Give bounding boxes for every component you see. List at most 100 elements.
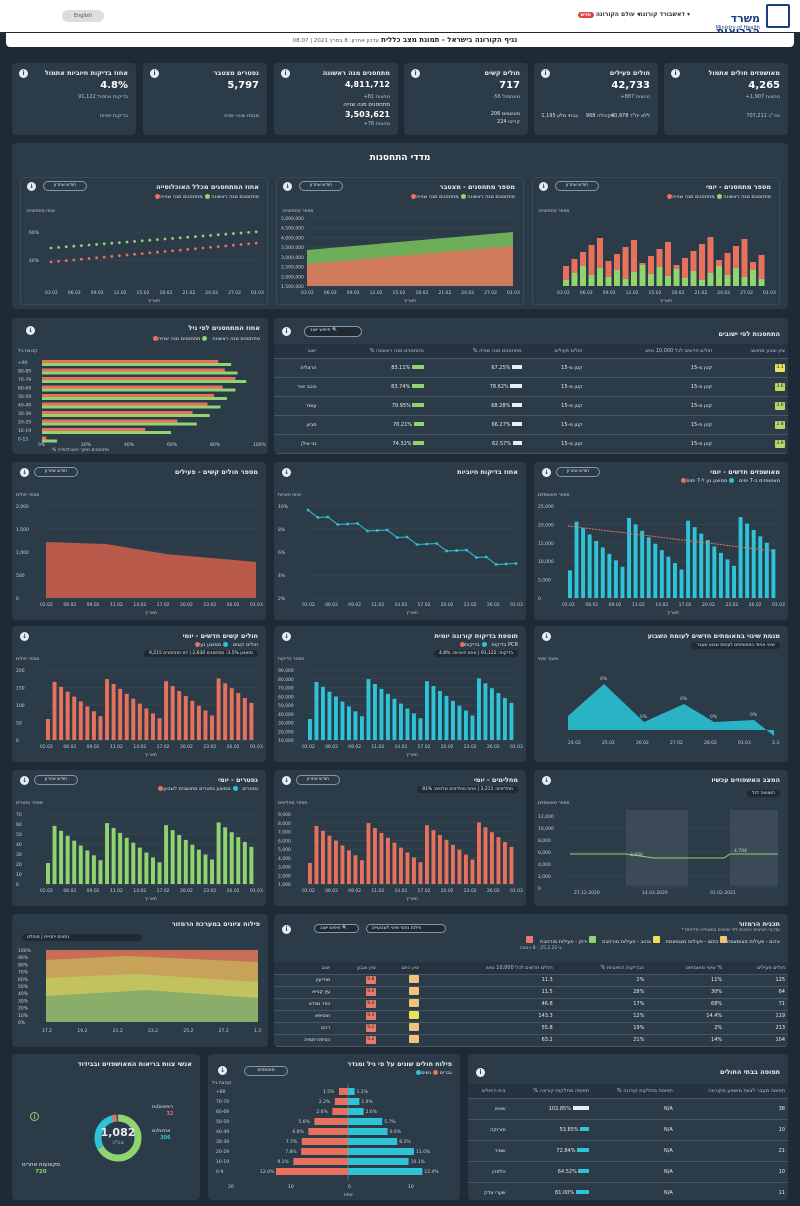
column-header[interactable]: % תפוסת מחלקות קורונה <box>592 1084 676 1099</box>
column-header[interactable]: % מתחסנים מנה ראשונה <box>319 344 427 359</box>
point-second <box>133 252 136 256</box>
column-header[interactable]: תפוסה מעבר לצוות מושפע מקורונה <box>675 1084 788 1099</box>
x-tick: 0 <box>348 1184 351 1190</box>
column-header[interactable]: % תפוסה מחלקות קורונה <box>508 1084 593 1099</box>
value-label: 3,000 <box>630 852 643 858</box>
point-second <box>148 251 152 255</box>
download-icon[interactable]: ↓ <box>282 468 291 477</box>
card-title: תפוסה בבתי החולים <box>719 1068 780 1076</box>
download-icon[interactable]: ↓ <box>20 632 29 641</box>
info-icon[interactable]: i <box>282 327 291 336</box>
download-icon[interactable]: ↓ <box>26 326 35 335</box>
info-icon[interactable]: i <box>19 69 28 78</box>
compare-pill[interactable]: השוואה לגל <box>747 790 780 797</box>
bar <box>46 719 50 740</box>
info-icon[interactable]: i <box>541 69 550 78</box>
bar <box>137 703 142 740</box>
table-row[interactable]: כסיפה-סמיה 9.2 63.2 21% 14% 104 <box>274 1034 788 1047</box>
info-icon[interactable]: i <box>30 1112 39 1121</box>
info-icon[interactable]: i <box>476 1068 485 1077</box>
range-toggle[interactable]: חודש אחרון <box>296 775 340 785</box>
download-icon[interactable]: ↓ <box>283 182 292 191</box>
download-icon[interactable]: ↓ <box>542 632 551 641</box>
table-row[interactable]: שערי צדק 81.00% N/A 11 <box>468 1182 788 1200</box>
bar <box>72 840 77 884</box>
traffic-search-input[interactable]: חיפוש ישוב 🔍 <box>314 924 359 933</box>
info-icon[interactable]: i <box>411 69 420 78</box>
column-header[interactable]: ישוב <box>274 344 320 359</box>
info-icon[interactable]: i <box>671 69 680 78</box>
language-button[interactable]: English <box>62 10 104 22</box>
x-tick: 21.02 <box>438 290 451 296</box>
table-row[interactable]: כפר מנדא 9.4 46.8 17% 68% 71 <box>274 998 788 1011</box>
table-row[interactable]: עומר 79.95% 68.28% קטן מ-15 קטן מ-15 3.6 <box>274 396 788 416</box>
x-tick: 28.02 <box>704 740 717 746</box>
bar <box>751 529 756 598</box>
table-row[interactable]: גני אילן 74.32% 62.57% קטן מ-15 קטן מ-15… <box>274 434 788 454</box>
occupancy-pct2: N/A <box>592 1161 676 1183</box>
column-header[interactable]: % הבדיקות החיוביות <box>555 962 648 975</box>
download-icon[interactable]: ↓ <box>542 468 551 477</box>
column-header[interactable]: ישוב <box>274 962 334 975</box>
column-header[interactable]: חולים פעילים <box>725 962 788 975</box>
relative-toggle[interactable]: נתונים יחסיים | מוחלט <box>22 934 142 941</box>
bar <box>216 822 221 884</box>
table-row[interactable]: כוכב יאיר 83.74% 78.62% קטן מ-15 קטן מ-1… <box>274 377 788 397</box>
table-row[interactable]: הלפרן 64.52% N/A 10 <box>468 1161 788 1183</box>
download-icon[interactable]: ↓ <box>542 776 551 785</box>
bar <box>52 681 57 740</box>
info-icon[interactable]: i <box>150 69 159 78</box>
column-header[interactable]: ציון וצבע מחושב <box>715 344 788 359</box>
download-icon[interactable]: ↓ <box>282 776 291 785</box>
table-row[interactable]: רהט 9.2 55.8 19% 2% 213 <box>274 1022 788 1035</box>
kpi-sub2[interactable]: מגמת שינוי יומית <box>224 113 259 119</box>
column-header[interactable]: חולים פעילים <box>524 344 586 359</box>
bar-male <box>348 1138 398 1145</box>
range-toggle[interactable]: חודש אחרון <box>555 181 599 191</box>
column-header[interactable]: חולים חדשים לכל 10,000 נפש <box>421 962 556 975</box>
column-header[interactable]: בית החולים <box>468 1084 509 1099</box>
table-row[interactable]: שמיר 72.84% N/A 21 <box>468 1140 788 1162</box>
filter-dropdown[interactable]: פילוח נתוני שינוי לשבועיים <box>366 924 446 933</box>
table-row[interactable]: מודיעין 9.8 11.3 2% 11% 125 <box>274 974 788 987</box>
range-toggle[interactable]: חודש אחרון <box>299 181 343 191</box>
table-row[interactable]: עין קנייא 9.6 11.5 28% 30% 64 <box>274 986 788 999</box>
download-icon[interactable]: ↓ <box>27 182 36 191</box>
table-row[interactable]: סורוקה 53.85% N/A 10 <box>468 1119 788 1141</box>
range-toggle[interactable]: חודש אחרון <box>34 467 78 477</box>
column-header[interactable]: ציון וצבע <box>333 962 379 975</box>
range-toggle[interactable]: חודש אחרון <box>556 467 600 477</box>
nav-world[interactable]: חדש עולם הקורונה ▾ <box>577 11 640 18</box>
ministry-logo[interactable]: משרד הבריאות Ministry of Health <box>712 4 790 38</box>
bar-first <box>639 263 646 265</box>
column-header[interactable]: שינוי מאומתים % <box>647 962 726 975</box>
download-icon[interactable]: ↓ <box>539 182 548 191</box>
download-icon[interactable]: ↓ <box>20 776 29 785</box>
column-header[interactable]: חולים חדשים לכל 10,000 נפש <box>585 344 716 359</box>
info-icon[interactable]: i <box>282 925 291 934</box>
value-label: 1.5% <box>323 1089 335 1095</box>
column-header[interactable]: ציון היום <box>378 962 422 975</box>
x-tick: 18.02 <box>159 290 172 296</box>
y-tick: 2,000 <box>538 874 551 880</box>
pyramid-toggle[interactable]: מאומתים <box>244 1066 288 1076</box>
column-header[interactable]: % מתחסנים מנה שנייה <box>426 344 525 359</box>
city-search-input[interactable]: חיפוש ישוב 🔍 <box>304 326 362 337</box>
table-row[interactable]: שיבא 102.85% N/A 38 <box>468 1098 788 1120</box>
nav-dashboard[interactable]: דאשבורד קורונה ▾ <box>638 11 691 18</box>
table-row[interactable]: חוסיפא 9.4 143.3 12% 14.4% 119 <box>274 1010 788 1023</box>
active-cases: קטן מ-15 <box>524 415 586 435</box>
download-icon[interactable]: ↓ <box>20 468 29 477</box>
download-icon[interactable]: ↓ <box>282 632 291 641</box>
range-toggle[interactable]: חודש אחרון <box>43 181 87 191</box>
table-row[interactable]: הרצליה 83.11% 67.25% קטן מ-15 קטן מ-15 3… <box>274 358 788 378</box>
table-row[interactable]: סביון 70.21% 66.27% קטן מ-15 קטן מ-15 2.… <box>274 415 788 435</box>
x-tick: 09.02 <box>87 744 100 750</box>
range-toggle[interactable]: חודש אחרון <box>34 775 78 785</box>
bar-first <box>42 422 197 426</box>
kpi-sub2[interactable]: בדיקות יומיות <box>99 113 128 119</box>
staff-count: 10 <box>675 1161 788 1183</box>
info-icon[interactable]: i <box>281 69 290 78</box>
download-icon[interactable]: ↓ <box>218 1066 227 1075</box>
bar <box>144 852 149 884</box>
